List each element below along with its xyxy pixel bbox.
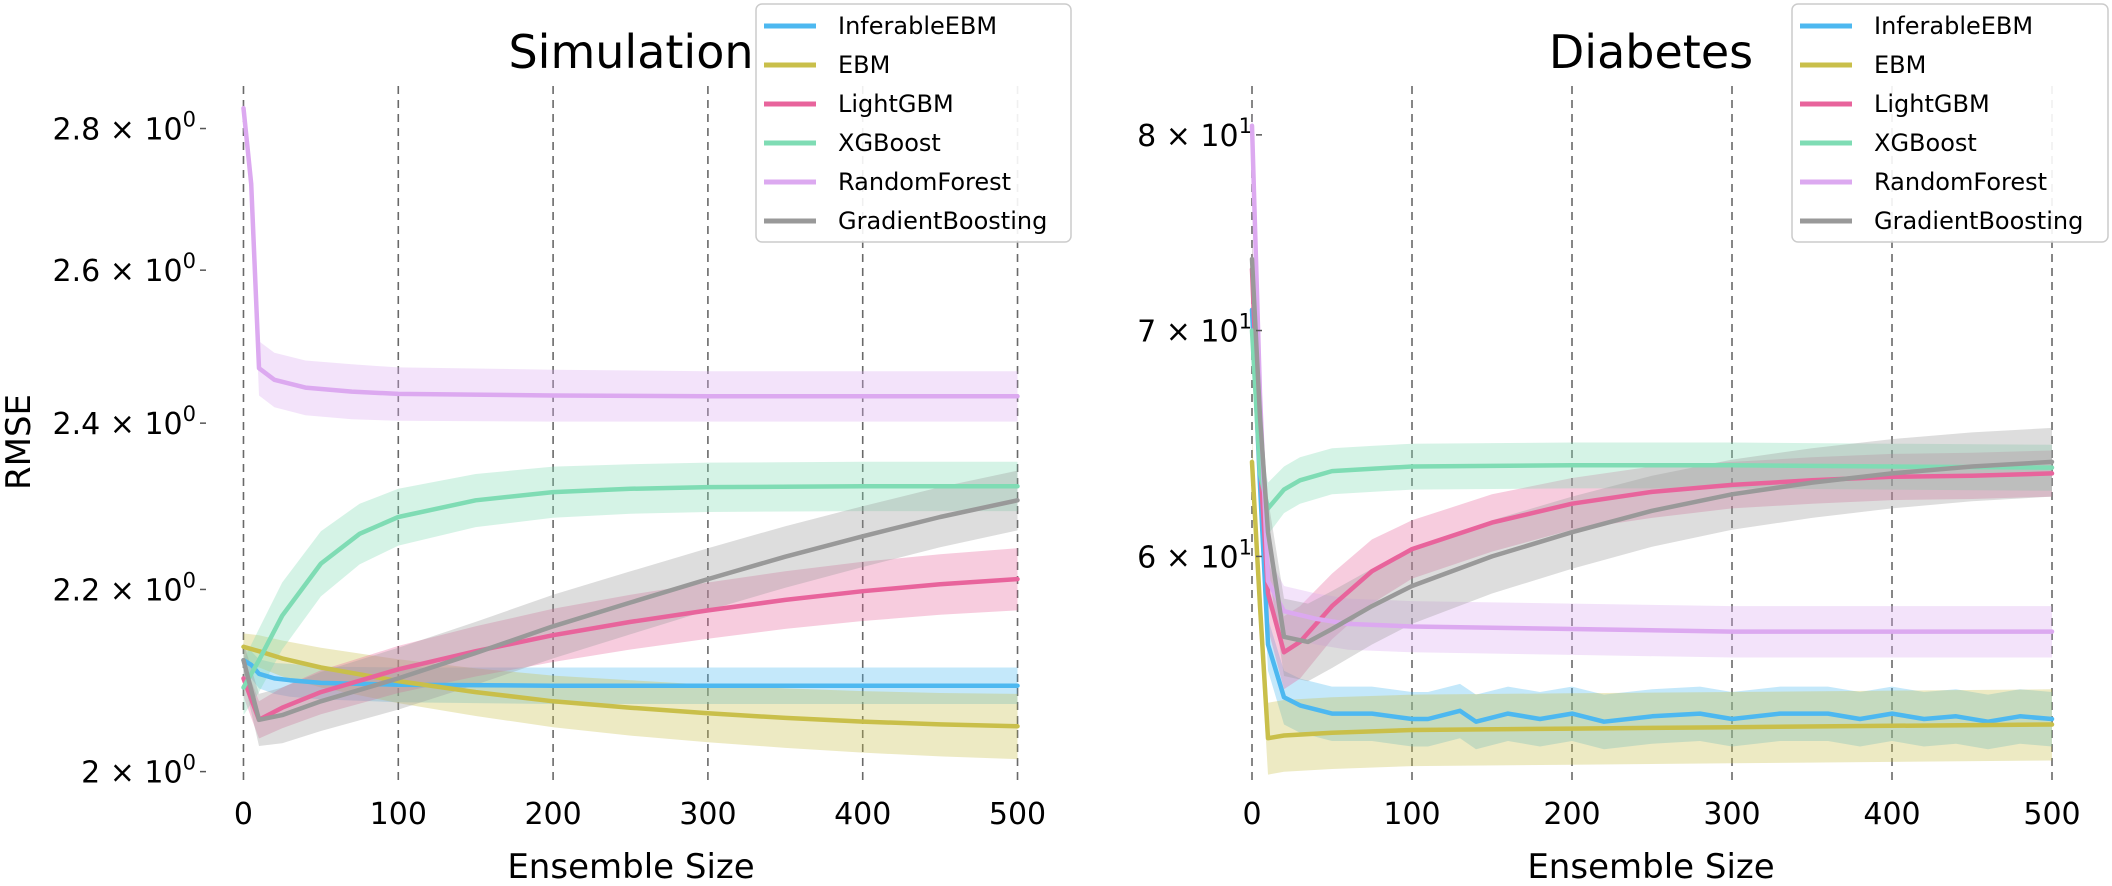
line-GradientBoosting	[241, 498, 1020, 723]
legend: InferableEBM EBM LightGBM XGBoost RandomFore…	[755, 3, 1072, 243]
legend-entry: EBM	[1874, 51, 1926, 79]
y-tick-label: 2.8 × 100	[53, 108, 196, 148]
band-GradientBoosting	[243, 470, 1018, 746]
x-tick-label: 300	[1703, 797, 1760, 832]
x-axis-label: Ensemble Size	[1527, 847, 1774, 886]
y-tick-label: 8 × 101	[1137, 114, 1252, 154]
x-tick-label: 400	[1863, 797, 1920, 832]
x-tick-label: 0	[1242, 797, 1261, 832]
diabetes-chart: 0 100 200 300 400 500 6 × 101 7 × 101 8 × 101 E…	[1137, 3, 2109, 886]
line-EBM	[241, 644, 1020, 729]
x-tick-label: 0	[234, 797, 253, 832]
legend-entry: EBM	[838, 51, 890, 79]
legend-entry: InferableEBM	[1874, 12, 2033, 40]
y-axis-label: RMSE	[0, 394, 39, 490]
chart-title: Simulation	[508, 25, 753, 79]
y-tick-label: 2.4 × 100	[53, 402, 196, 442]
chart-title: Diabetes	[1549, 25, 1753, 79]
x-tick-label: 500	[2023, 797, 2080, 832]
legend-entry: InferableEBM	[838, 12, 997, 40]
legend-entry: GradientBoosting	[1874, 207, 2083, 235]
line-GradientBoosting	[1249, 256, 2055, 645]
legend-entry: XGBoost	[1874, 129, 1977, 157]
x-tick-label: 400	[834, 797, 891, 832]
line-RandomForest	[241, 105, 1020, 399]
y-tick-label: 2.2 × 100	[53, 568, 196, 608]
band-EBM	[1252, 439, 2052, 775]
line-InferableEBM	[1249, 307, 2055, 724]
y-tick-label: 7 × 101	[1137, 310, 1252, 350]
band-InferableEBM	[243, 649, 1018, 704]
x-tick-label: 500	[989, 797, 1046, 832]
line-InferableEBM	[241, 657, 1020, 688]
simulation-chart: RMSE 0 100 200 300 400 500 2 × 100 2.2 × 100 2.…	[0, 3, 1072, 886]
legend-entry: GradientBoosting	[838, 207, 1047, 235]
legend-entry: RandomForest	[1874, 168, 2047, 196]
x-tick-label: 200	[1543, 797, 1600, 832]
legend-frame	[755, 3, 1072, 243]
line-XGBoost	[241, 484, 1020, 690]
x-tick-label: 300	[679, 797, 736, 832]
line-EBM	[1249, 459, 2055, 741]
legend-entry: RandomForest	[838, 168, 1011, 196]
legend-entry: LightGBM	[1874, 90, 1990, 118]
legend-frame	[1791, 3, 2109, 243]
band-RandomForest	[1252, 107, 2052, 658]
line-LightGBM	[241, 576, 1020, 723]
y-tick-label: 6 × 101	[1137, 535, 1252, 575]
band-XGBoost	[243, 461, 1018, 716]
x-tick-label: 100	[1383, 797, 1440, 832]
legend: InferableEBM EBM LightGBM XGBoost RandomFore…	[1791, 3, 2109, 243]
legend-entry: LightGBM	[838, 90, 954, 118]
legend-entry: XGBoost	[838, 129, 941, 157]
y-tick-label: 2.6 × 100	[53, 249, 196, 289]
x-axis-label: Ensemble Size	[507, 847, 754, 886]
y-tick-label: 2 × 100	[81, 751, 196, 791]
x-tick-label: 200	[524, 797, 581, 832]
x-tick-label: 100	[370, 797, 427, 832]
band-InferableEBM	[1252, 289, 2052, 750]
